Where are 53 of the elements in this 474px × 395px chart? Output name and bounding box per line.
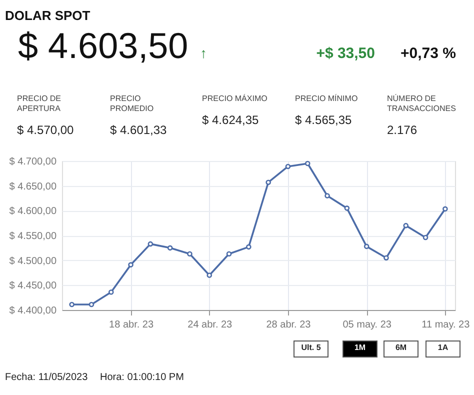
x-tick-label: 05 may. 23 bbox=[342, 320, 392, 330]
y-tick-label: $ 4.400,00 bbox=[9, 306, 57, 316]
text: PRECIO MÁXIMO bbox=[202, 94, 268, 103]
point bbox=[422, 234, 428, 240]
text: 2.176 bbox=[387, 123, 418, 137]
text: $ 4.624,35 bbox=[202, 113, 260, 127]
x-tick-label: 11 may. 23 bbox=[422, 320, 470, 330]
point bbox=[88, 302, 94, 308]
text: $ 4.570,00 bbox=[17, 123, 74, 137]
x-tick-label: 24 abr. 23 bbox=[188, 320, 233, 330]
point bbox=[167, 245, 173, 251]
text: 1A bbox=[438, 343, 448, 352]
point bbox=[246, 244, 252, 250]
point bbox=[108, 289, 114, 295]
y-tick-label: $ 4.450,00 bbox=[9, 280, 57, 292]
point bbox=[206, 272, 212, 278]
text: +0,73 % bbox=[400, 45, 456, 62]
point bbox=[324, 193, 330, 198]
point bbox=[364, 244, 370, 250]
y-tick-label: $ 4.550,00 bbox=[9, 231, 57, 242]
x-tick-label: 18 abr. 23 bbox=[109, 320, 154, 330]
text: Hora: 01:00:10 PM bbox=[100, 372, 184, 383]
point bbox=[266, 180, 271, 186]
y-tick-label: $ 4.700,00 bbox=[9, 156, 57, 168]
point bbox=[226, 251, 232, 257]
text: PRECIO DE APERTURA bbox=[17, 94, 62, 113]
text: Ult. 5 bbox=[301, 343, 322, 352]
text: 6M bbox=[395, 343, 407, 352]
text: Fecha: 11/05/2023 bbox=[5, 372, 88, 383]
y-tick-label: $ 4.500,00 bbox=[9, 256, 57, 267]
point bbox=[344, 206, 350, 211]
text: $ 4.601,33 bbox=[110, 123, 168, 137]
point bbox=[148, 241, 154, 247]
text: PRECIO PROMEDIO bbox=[110, 94, 154, 113]
point bbox=[304, 160, 310, 166]
chart-title: DOLAR SPOT bbox=[5, 8, 90, 23]
point bbox=[403, 222, 409, 228]
point bbox=[442, 206, 448, 212]
point bbox=[285, 164, 291, 170]
x-tick-label: 28 abr. 23 bbox=[266, 320, 312, 330]
text: $ 4.603,50 bbox=[18, 25, 188, 66]
text: +$ 33,50 bbox=[316, 45, 375, 62]
text: $ 4.565,35 bbox=[295, 113, 352, 127]
point bbox=[187, 251, 192, 257]
point bbox=[128, 262, 134, 268]
text: PRECIO MÍNIMO bbox=[295, 94, 358, 103]
y-tick-label: $ 4.600,00 bbox=[9, 206, 57, 218]
text: 1M bbox=[354, 343, 366, 352]
point bbox=[69, 302, 74, 308]
text: NÚMERO DE TRANSACCIONES bbox=[387, 94, 456, 113]
y-tick-label: $ 4.650,00 bbox=[9, 181, 57, 192]
text: ↑ bbox=[200, 45, 207, 61]
point bbox=[384, 255, 389, 260]
